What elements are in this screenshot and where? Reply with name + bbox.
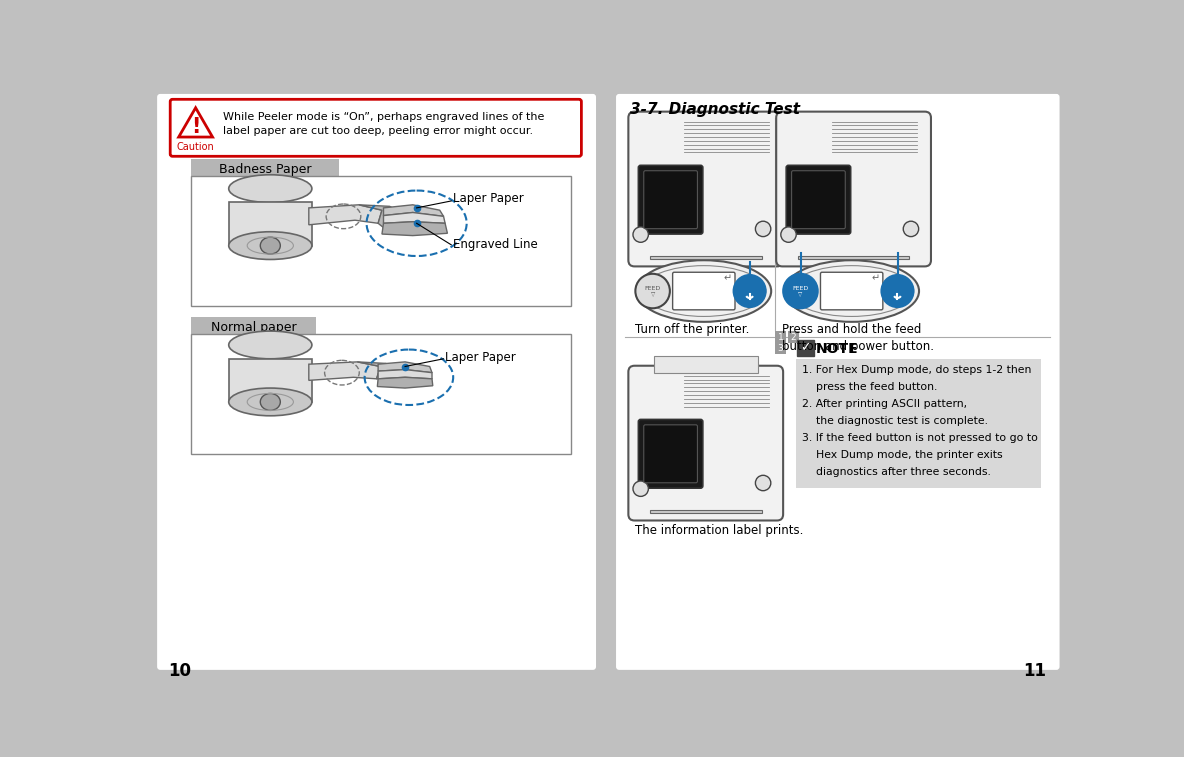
FancyBboxPatch shape: [191, 334, 572, 453]
Text: ▽: ▽: [798, 292, 803, 298]
Text: Press and hold the feed
button and power button.: Press and hold the feed button and power…: [783, 323, 934, 354]
FancyBboxPatch shape: [797, 340, 813, 357]
Text: press the feed button.: press the feed button.: [803, 382, 938, 392]
Text: 10: 10: [168, 662, 191, 681]
FancyBboxPatch shape: [774, 343, 786, 354]
Text: Turn off the printer.: Turn off the printer.: [635, 323, 749, 336]
FancyBboxPatch shape: [191, 159, 339, 176]
Text: 2. After printing ASCII pattern,: 2. After printing ASCII pattern,: [803, 399, 967, 409]
Text: While Peeler mode is “On”, perhaps engraved lines of the
label paper are cut too: While Peeler mode is “On”, perhaps engra…: [223, 112, 543, 136]
Text: Badness Paper: Badness Paper: [219, 163, 311, 176]
Polygon shape: [378, 369, 432, 378]
Text: ↵: ↵: [871, 274, 880, 284]
Ellipse shape: [229, 388, 311, 416]
Ellipse shape: [260, 394, 281, 410]
FancyBboxPatch shape: [229, 202, 311, 245]
Circle shape: [780, 227, 796, 242]
Polygon shape: [309, 362, 380, 380]
FancyBboxPatch shape: [191, 176, 572, 307]
Text: 1: 1: [778, 333, 784, 341]
FancyBboxPatch shape: [792, 171, 845, 229]
Text: The information label prints.: The information label prints.: [635, 524, 803, 537]
FancyBboxPatch shape: [644, 171, 697, 229]
Polygon shape: [309, 205, 382, 225]
Text: FEED: FEED: [644, 286, 661, 291]
Circle shape: [755, 475, 771, 491]
FancyBboxPatch shape: [798, 256, 909, 259]
FancyBboxPatch shape: [654, 357, 758, 373]
Text: ↵: ↵: [723, 274, 732, 284]
Polygon shape: [384, 205, 444, 217]
Polygon shape: [382, 222, 448, 235]
Circle shape: [633, 227, 649, 242]
FancyBboxPatch shape: [650, 509, 761, 512]
FancyBboxPatch shape: [796, 359, 1041, 488]
Text: Hex Dump mode, the printer exits: Hex Dump mode, the printer exits: [803, 450, 1003, 459]
Text: 3: 3: [778, 344, 784, 354]
FancyBboxPatch shape: [786, 165, 850, 234]
Text: FEED: FEED: [792, 286, 809, 291]
Text: Laper Paper: Laper Paper: [452, 192, 523, 205]
FancyBboxPatch shape: [774, 331, 786, 343]
FancyBboxPatch shape: [229, 359, 311, 402]
Polygon shape: [359, 205, 405, 229]
Ellipse shape: [260, 237, 281, 254]
Text: ✓: ✓: [800, 341, 811, 354]
FancyBboxPatch shape: [157, 94, 596, 670]
Text: 3-7. Diagnostic Test: 3-7. Diagnostic Test: [630, 101, 800, 117]
Circle shape: [903, 221, 919, 237]
Polygon shape: [384, 213, 445, 223]
Circle shape: [881, 275, 914, 307]
Text: !: !: [191, 117, 200, 137]
Text: Engraved Line: Engraved Line: [452, 238, 538, 251]
FancyBboxPatch shape: [191, 317, 316, 334]
Text: NOTE: NOTE: [816, 342, 858, 356]
FancyBboxPatch shape: [638, 419, 703, 488]
Text: the diagnostic test is complete.: the diagnostic test is complete.: [803, 416, 989, 425]
Polygon shape: [378, 362, 432, 372]
Text: 1. For Hex Dump mode, do steps 1-2 then: 1. For Hex Dump mode, do steps 1-2 then: [803, 365, 1031, 375]
Circle shape: [783, 274, 818, 308]
Ellipse shape: [784, 260, 919, 322]
FancyBboxPatch shape: [650, 256, 761, 259]
FancyBboxPatch shape: [616, 94, 1060, 670]
Circle shape: [636, 274, 670, 308]
Text: Laper Paper: Laper Paper: [445, 350, 516, 364]
Circle shape: [755, 221, 771, 237]
Ellipse shape: [229, 232, 311, 260]
Polygon shape: [358, 362, 399, 379]
FancyBboxPatch shape: [787, 331, 799, 343]
Ellipse shape: [229, 175, 311, 202]
Text: 2: 2: [791, 333, 797, 341]
Text: Caution: Caution: [176, 142, 214, 151]
FancyBboxPatch shape: [777, 111, 931, 266]
FancyBboxPatch shape: [673, 273, 735, 310]
FancyBboxPatch shape: [638, 165, 703, 234]
Ellipse shape: [229, 331, 311, 359]
FancyBboxPatch shape: [170, 99, 581, 156]
FancyBboxPatch shape: [644, 425, 697, 483]
Text: Normal paper: Normal paper: [211, 322, 296, 335]
Polygon shape: [179, 107, 213, 137]
Ellipse shape: [637, 260, 771, 322]
Polygon shape: [378, 377, 433, 388]
Text: diagnostics after three seconds.: diagnostics after three seconds.: [803, 466, 991, 477]
Circle shape: [734, 275, 766, 307]
Text: 11: 11: [1023, 662, 1045, 681]
FancyBboxPatch shape: [629, 366, 783, 521]
Circle shape: [633, 481, 649, 497]
Text: 3. If the feed button is not pressed to go to: 3. If the feed button is not pressed to …: [803, 433, 1038, 443]
FancyBboxPatch shape: [629, 111, 783, 266]
FancyBboxPatch shape: [821, 273, 883, 310]
Text: ▽: ▽: [650, 292, 655, 298]
